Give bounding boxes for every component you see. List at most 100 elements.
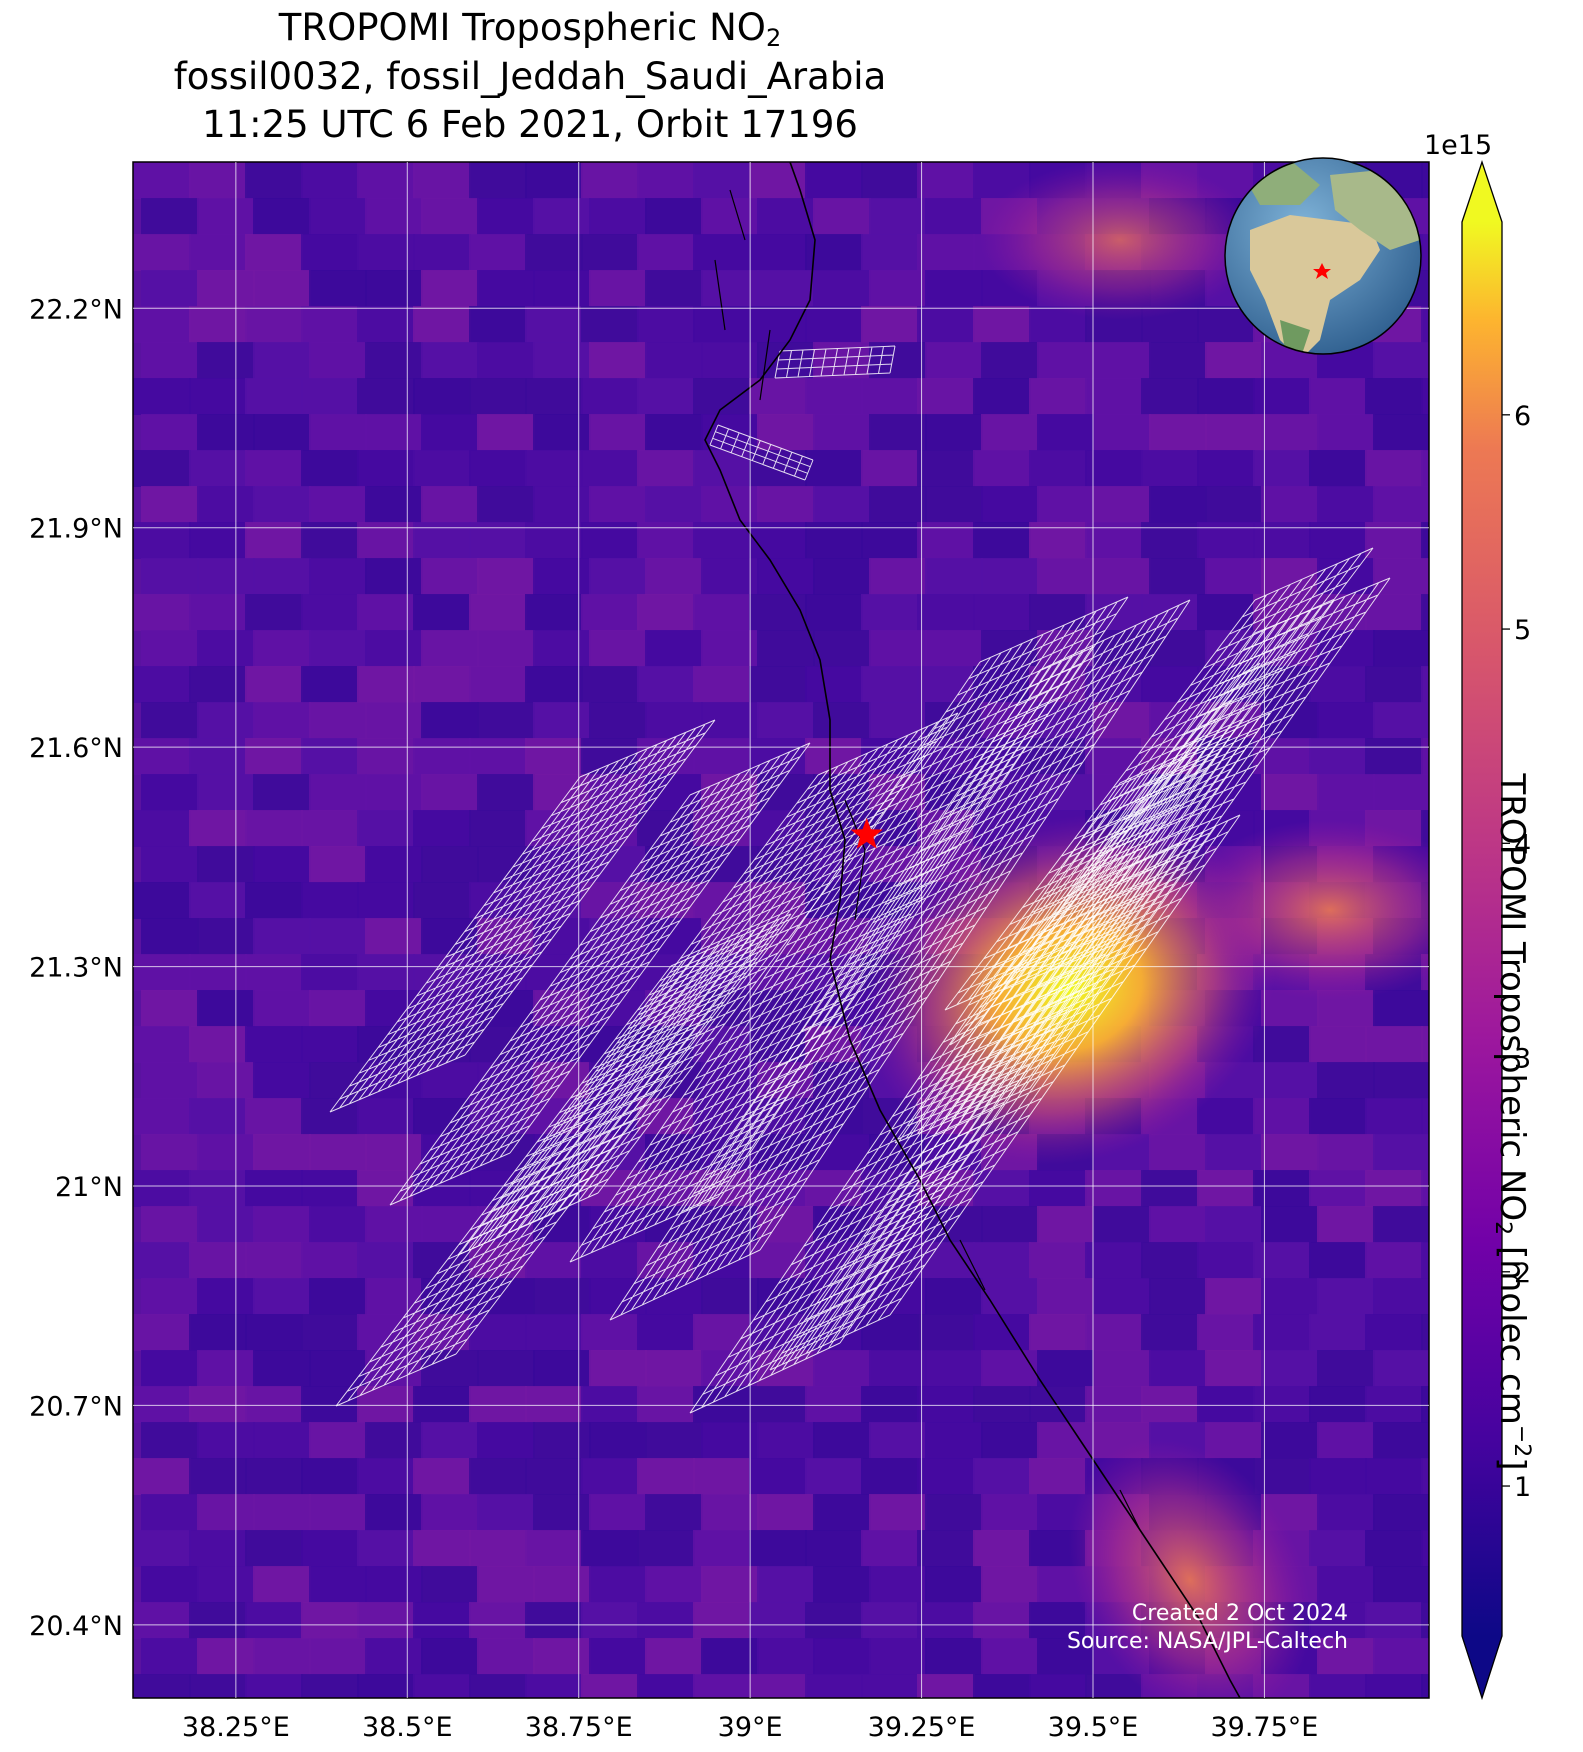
no2-pixel <box>253 990 311 1027</box>
no2-pixel <box>533 414 591 451</box>
no2-pixel <box>245 1098 303 1135</box>
no2-pixel <box>637 1458 695 1495</box>
no2-pixel <box>309 1134 367 1171</box>
no2-pixel <box>589 702 647 739</box>
no2-pixel <box>813 1134 871 1171</box>
no2-pixel <box>1085 666 1143 703</box>
no2-pixel <box>693 1674 751 1698</box>
no2-pixel <box>189 1674 247 1698</box>
no2-pixel <box>477 702 535 739</box>
lat-tick-label: 21.3°N <box>29 953 123 984</box>
no2-pixel <box>981 486 1039 523</box>
red-star-icon <box>850 817 883 849</box>
no2-pixel <box>141 1206 199 1243</box>
no2-pixel <box>197 1638 255 1675</box>
no2-pixel <box>421 918 479 955</box>
no2-pixel <box>477 270 535 307</box>
no2-pixel <box>1141 1170 1199 1207</box>
no2-pixel <box>1093 558 1151 595</box>
no2-pixel <box>357 1098 415 1135</box>
no2-pixel <box>357 666 415 703</box>
no2-pixel <box>413 1458 471 1495</box>
no2-pixel <box>693 666 751 703</box>
no2-pixel <box>469 1386 527 1423</box>
no2-pixel <box>421 1062 479 1099</box>
no2-pixel <box>141 1134 199 1171</box>
no2-pixel <box>805 1458 863 1495</box>
no2-pixel <box>357 1602 415 1639</box>
footprint-grid-4 <box>335 913 792 1407</box>
no2-pixel <box>805 450 863 487</box>
no2-pixel <box>1317 1206 1375 1243</box>
no2-pixel <box>1421 1674 1429 1698</box>
no2-pixel <box>637 738 695 775</box>
no2-pixel <box>861 594 919 631</box>
no2-pixel <box>309 1494 367 1531</box>
no2-pixel <box>421 198 479 235</box>
credit-created: Created 2 Oct 2024 <box>1131 1601 1348 1626</box>
no2-pixel <box>477 990 535 1027</box>
lat-tick-label: 20.4°N <box>29 1611 123 1642</box>
no2-pixel <box>805 162 863 199</box>
no2-pixel <box>861 162 919 199</box>
no2-pixel <box>645 558 703 595</box>
no2-pixel <box>133 1674 191 1698</box>
no2-pixel <box>981 1350 1039 1387</box>
no2-pixel <box>141 270 199 307</box>
no2-pixel <box>1093 1206 1151 1243</box>
no2-pixel <box>1141 594 1199 631</box>
credit-source: Source: NASA/JPL-Caltech <box>1066 1629 1348 1654</box>
no2-pixel <box>1317 1494 1375 1531</box>
no2-pixel <box>581 738 639 775</box>
no2-pixel <box>693 234 751 271</box>
no2-pixel <box>1085 378 1143 415</box>
no2-pixel <box>917 1674 975 1698</box>
no2-pixel <box>861 1530 919 1567</box>
no2-pixel <box>757 702 815 739</box>
no2-pixel <box>813 1422 871 1459</box>
no2-pixel <box>869 1350 927 1387</box>
no2-pixel <box>973 450 1031 487</box>
no2-pixel <box>925 270 983 307</box>
no2-pixel <box>1029 1170 1087 1207</box>
no2-pixel <box>749 1314 807 1351</box>
no2-pixel <box>189 1098 247 1135</box>
no2-pixel <box>141 1422 199 1459</box>
no2-pixel <box>133 738 191 775</box>
no2-pixel <box>925 1638 983 1675</box>
no2-pixel <box>1261 1062 1319 1099</box>
no2-pixel <box>197 1350 255 1387</box>
no2-pixel <box>813 1350 871 1387</box>
no2-pixel <box>1421 522 1429 559</box>
no2-pixel <box>1309 1530 1367 1567</box>
no2-pixel <box>301 1530 359 1567</box>
no2-pixel <box>701 630 759 667</box>
no2-pixel <box>1317 630 1375 667</box>
no2-pixel <box>413 450 471 487</box>
no2-pixel <box>925 558 983 595</box>
no2-pixel <box>253 918 311 955</box>
no2-pixel <box>749 378 807 415</box>
no2-pixel <box>917 1530 975 1567</box>
globe-star-marker <box>1313 263 1331 279</box>
no2-pixel <box>301 810 359 847</box>
no2-pixel <box>749 234 807 271</box>
no2-pixel <box>197 1134 255 1171</box>
no2-pixel <box>1421 594 1429 631</box>
no2-pixel <box>693 162 751 199</box>
no2-pixel <box>637 450 695 487</box>
no2-pixel <box>1253 1098 1311 1135</box>
no2-pixel <box>133 306 191 343</box>
no2-pixel <box>245 954 303 991</box>
no2-pixel <box>525 1314 583 1351</box>
no2-pixel <box>253 846 311 883</box>
no2-pixel <box>365 342 423 379</box>
no2-pixel <box>197 1494 255 1531</box>
no2-pixel <box>301 450 359 487</box>
no2-pixel <box>637 234 695 271</box>
no2-pixel <box>525 162 583 199</box>
no2-pixel <box>1421 234 1429 271</box>
no2-pixel <box>861 1458 919 1495</box>
no2-pixel <box>1317 702 1375 739</box>
lat-tick-label: 22.2°N <box>29 294 123 325</box>
